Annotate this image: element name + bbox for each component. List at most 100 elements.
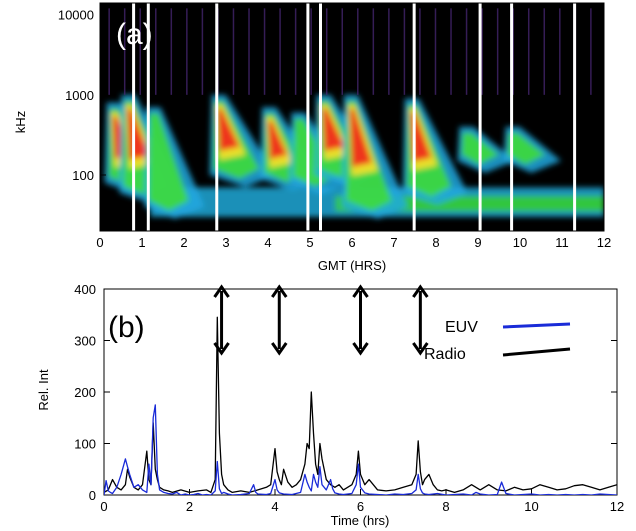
spectrogram-streak — [123, 8, 126, 95]
spectrogram-y-tick-label: 1000 — [65, 88, 94, 103]
lightcurve-y-tick-label: 400 — [74, 282, 96, 297]
spectrogram-x-tick-label: 9 — [474, 235, 481, 250]
lightcurve-x-tick-label: 2 — [186, 499, 193, 514]
spectrogram-x-tick-label: 4 — [264, 235, 271, 250]
burst-core-red — [410, 112, 432, 162]
spectrogram-x-tick-label: 12 — [597, 235, 611, 250]
burst-core-red — [349, 108, 372, 167]
spectrogram-x-tick-label: 1 — [138, 235, 145, 250]
spectrogram-y-axis-label: kHz — [13, 111, 28, 133]
spectrogram-x-tick-label: 5 — [306, 235, 313, 250]
annotation-arrow-head-up — [412, 284, 429, 298]
spectrogram-y-tick-label: 100 — [72, 168, 94, 183]
series-line-euv — [104, 404, 617, 495]
spectrogram-streak — [543, 8, 546, 95]
spectrogram-streak — [325, 8, 328, 95]
spectrogram-streak — [279, 8, 281, 95]
spectrogram-streak — [170, 8, 173, 95]
lightcurve-x-tick-label: 8 — [442, 499, 449, 514]
spectrogram-data-gap — [215, 3, 219, 231]
spectrogram-x-tick-label: 8 — [432, 235, 439, 250]
spectrogram-streak — [108, 8, 110, 95]
spectrogram-data-gap — [573, 3, 577, 231]
lightcurve-x-axis-label: Time (hrs) — [331, 513, 390, 528]
spectrogram-x-tick-label: 2 — [180, 235, 187, 250]
spectrogram-streak — [357, 8, 359, 95]
annotation-arrows — [213, 284, 429, 356]
legend-label-euv: EUV — [445, 319, 478, 336]
spectrogram-streak — [372, 8, 375, 95]
burst-core-red — [322, 108, 345, 151]
spectrogram-streak — [186, 8, 188, 95]
lightcurve-y-tick-label: 100 — [74, 437, 96, 452]
panel-b: 0 100 200 300 400 0 2 4 6 8 10 12 (b) EUV Radio Re… — [36, 282, 624, 528]
lightcurve-series — [104, 316, 617, 495]
spectrogram-x-tick-label: 10 — [513, 235, 527, 250]
annotation-arrow-head-up — [213, 284, 230, 298]
spectrogram-y-ticks: 100 1000 10000 — [58, 8, 106, 183]
burst-mid — [148, 113, 189, 211]
spectrogram-streak — [155, 8, 157, 95]
spectrogram-streak — [512, 8, 514, 95]
lightcurve-lines — [104, 316, 617, 495]
lightcurve-x-tick-label: 10 — [524, 499, 538, 514]
lightcurve-x-tick-label: 0 — [100, 499, 107, 514]
annotation-arrow-head-down — [271, 342, 288, 356]
spectrogram-x-axis-label: GMT (HRS) — [318, 258, 386, 273]
spectrogram-data-gap — [132, 3, 136, 231]
spectrogram-x-tick-label: 6 — [348, 235, 355, 250]
annotation-arrow-head-up — [352, 284, 369, 298]
spectrogram-emission — [104, 3, 604, 231]
spectrogram-x-tick-label: 11 — [555, 235, 569, 250]
spectrogram-data-gap — [319, 3, 322, 231]
annotation-arrow-head-down — [412, 342, 429, 356]
legend-swatch-euv — [502, 322, 571, 329]
spectrogram-streak — [481, 8, 483, 95]
spectrogram-data-gap — [412, 3, 416, 231]
series-line-radio — [104, 316, 617, 494]
burst-mid — [507, 132, 546, 165]
spectrogram-streak — [139, 8, 141, 95]
spectrogram-streak — [248, 8, 250, 95]
lightcurve-y-tick-label: 200 — [74, 385, 96, 400]
spectrogram-streak — [465, 8, 468, 95]
lightcurve-x-tick-label: 12 — [610, 499, 624, 514]
spectrogram-marks — [104, 3, 604, 231]
spectrogram-x-tick-label: 3 — [222, 235, 229, 250]
spectrogram-data-gap — [478, 3, 482, 231]
legend-label-radio: Radio — [424, 346, 466, 363]
spectrogram-emission-blurred — [104, 94, 604, 219]
panel-a-label: (a) — [116, 18, 153, 51]
spectrogram-streak — [341, 8, 343, 95]
spectrogram-x-tick-label: 0 — [96, 235, 103, 250]
spectrogram-y-tick-label: 10000 — [58, 8, 94, 23]
spectrogram-streak — [388, 8, 390, 95]
legend-swatch-radio — [502, 347, 571, 357]
spectrogram-streak — [434, 8, 437, 95]
lightcurve-y-axis-label: Rel. Int — [36, 369, 51, 411]
spectrogram-streak — [263, 8, 266, 95]
lightcurve-y-ticks: 0 100 200 300 400 — [74, 282, 617, 503]
lightcurve-x-tick-label: 6 — [357, 499, 364, 514]
annotation-arrow-head-down — [213, 342, 230, 356]
spectrogram-streak — [201, 8, 204, 95]
annotation-arrow-head-down — [352, 342, 369, 356]
spectrogram-streak — [403, 8, 406, 95]
spectrogram-streak — [559, 8, 561, 95]
lightcurve-y-tick-label: 300 — [74, 334, 96, 349]
legend: EUV Radio — [424, 319, 571, 363]
spectrogram-data-gap — [510, 3, 514, 231]
burst-core-red — [217, 108, 240, 151]
spectrogram-x-tick-label: 7 — [390, 235, 397, 250]
spectrogram-streak — [496, 8, 499, 95]
spectrogram-streak — [232, 8, 235, 95]
spectrogram-plot-area — [100, 3, 604, 231]
spectrogram-streak — [310, 8, 312, 95]
annotation-arrow-head-up — [271, 284, 288, 298]
panel-b-label: (b) — [108, 311, 145, 344]
spectrogram-data-gap — [146, 3, 150, 231]
spectrogram-streak — [527, 8, 530, 95]
lightcurve-y-tick-label: 0 — [89, 488, 96, 503]
